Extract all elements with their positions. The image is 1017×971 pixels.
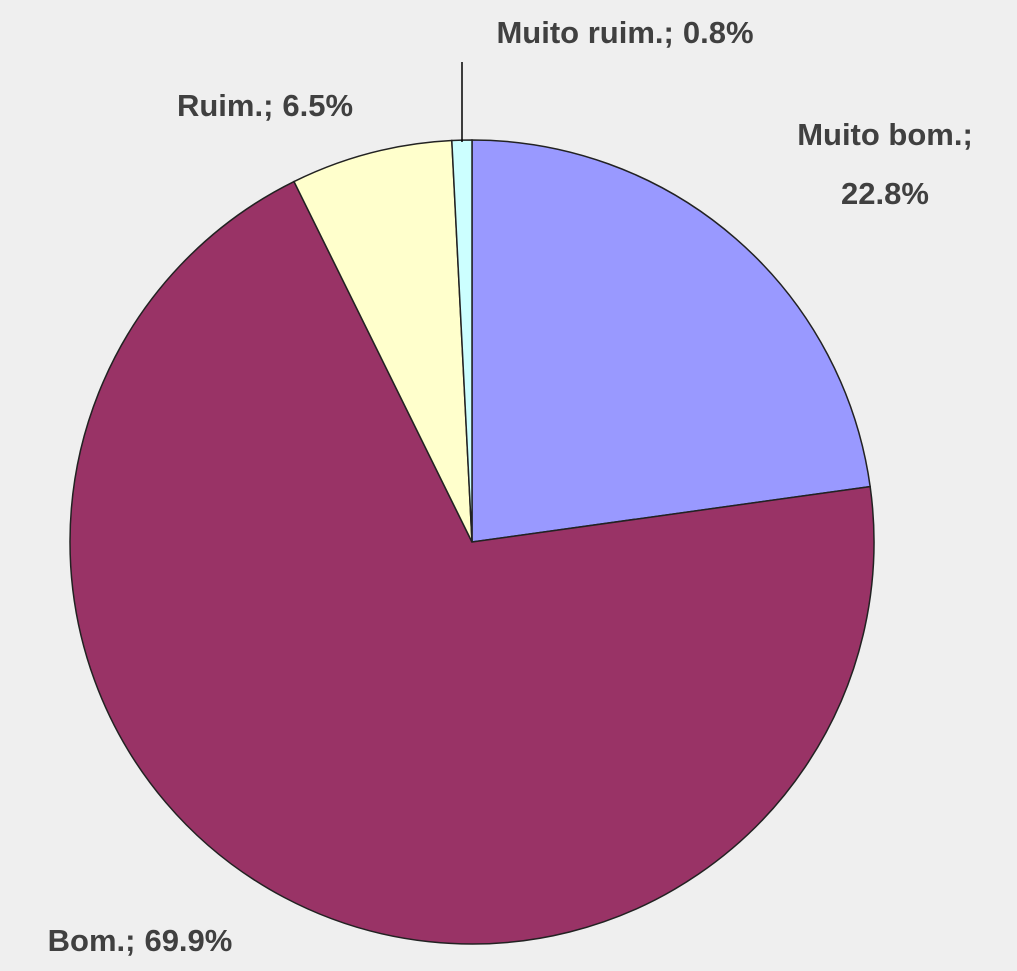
label-separator: ;	[263, 88, 273, 123]
value-label: 22.8%	[841, 176, 929, 211]
data-label: Muito ruim.; 0.8%	[496, 15, 753, 50]
category-name: Ruim.	[177, 88, 263, 123]
pie-slice	[293, 139, 473, 543]
pie-slice	[471, 139, 872, 543]
value-label: 69.9%	[144, 923, 232, 958]
pie-slice	[69, 180, 875, 945]
pie	[69, 139, 875, 945]
data-labels: Muito bom.; 22.8% Bom.; 69.9% Ruim.; 6.5% Muit…	[48, 15, 973, 958]
value-label: 0.8%	[683, 15, 754, 50]
data-label: Muito bom.; 22.8%	[797, 117, 973, 211]
label-separator: ;	[664, 15, 674, 50]
label-separator: ;	[125, 923, 135, 958]
category-name: Bom.	[48, 923, 126, 958]
category-name: Muito ruim.	[496, 15, 663, 50]
category-name: Muito bom.	[797, 117, 962, 152]
label-separator: ;	[962, 117, 972, 152]
data-label: Ruim.; 6.5%	[177, 88, 353, 123]
value-label: 6.5%	[282, 88, 353, 123]
data-label: Bom.; 69.9%	[48, 923, 233, 958]
